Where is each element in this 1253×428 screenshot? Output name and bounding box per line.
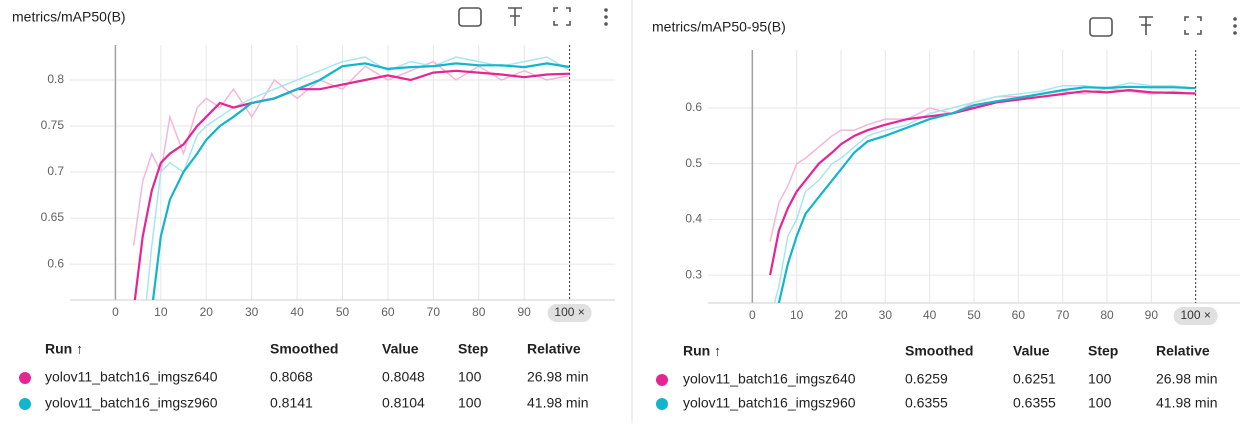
y-tick-label: 0.65 xyxy=(41,210,65,224)
table-cell: 41.98 min xyxy=(1156,395,1217,411)
fit-icon[interactable] xyxy=(1089,17,1113,37)
menu-dot xyxy=(1233,24,1237,28)
series-line xyxy=(151,62,570,300)
table-cell: 100 xyxy=(458,395,482,411)
table-cell: yolov11_batch16_imgsz640 xyxy=(683,371,856,387)
table-cell: 0.6251 xyxy=(1013,371,1056,387)
menu-dot xyxy=(604,22,608,26)
fit-icon[interactable] xyxy=(458,7,482,27)
expand-icon[interactable] xyxy=(1184,16,1202,35)
x-tick-label: 40 xyxy=(290,305,304,319)
y-tick-label: 0.8 xyxy=(47,72,64,86)
series-line xyxy=(145,56,570,300)
x-tick-label: 90 xyxy=(517,305,531,319)
lines xyxy=(132,56,570,300)
menu-icon[interactable] xyxy=(604,8,608,12)
series-line xyxy=(773,82,1196,303)
table-cell: yolov11_batch16_imgsz640 xyxy=(45,369,218,385)
y-tick-label: 0.5 xyxy=(685,156,702,170)
x-tick-label: 0 xyxy=(749,308,756,322)
table-cell: 100 xyxy=(1088,371,1112,387)
series-line xyxy=(769,88,1196,276)
hover-step-label: 100 × xyxy=(554,305,584,319)
series-line xyxy=(777,85,1196,303)
table-header: Value xyxy=(382,341,419,357)
table-cell: yolov11_batch16_imgsz960 xyxy=(683,395,856,411)
table-header: Relative xyxy=(527,341,581,357)
x-tick-label: 80 xyxy=(1100,308,1114,322)
hover-pill xyxy=(1173,307,1218,325)
table-cell: yolov11_batch16_imgsz960 xyxy=(45,395,218,411)
table-header: Value xyxy=(1013,343,1050,359)
x-tick-label: 10 xyxy=(154,305,168,319)
run-color-dot xyxy=(19,398,31,410)
y-tick-label: 0.6 xyxy=(47,256,64,270)
table-cell: 0.8104 xyxy=(382,395,425,411)
x-tick-label: 50 xyxy=(336,305,350,319)
y-tick-label: 0.7 xyxy=(47,164,64,178)
card-toolbar[interactable] xyxy=(458,7,1237,37)
table-header: Smoothed xyxy=(905,343,973,359)
hover-pill xyxy=(547,304,592,322)
run-color-dot xyxy=(19,372,31,384)
pin-icon[interactable] xyxy=(508,7,522,26)
y-tick-label: 0.3 xyxy=(685,267,702,281)
hover-step-label: 100 × xyxy=(1180,308,1210,322)
menu-dot xyxy=(604,15,608,19)
chart-title: metrics/mAP50-95(B) xyxy=(652,19,786,35)
x-tick-label: 40 xyxy=(923,308,937,322)
x-tick-label: 50 xyxy=(967,308,981,322)
table-cell: 26.98 min xyxy=(527,369,588,385)
table-cell: 0.8068 xyxy=(270,369,313,385)
x-tick-label: 20 xyxy=(200,305,214,319)
table-cell: 0.6355 xyxy=(905,395,948,411)
series-line xyxy=(769,87,1196,242)
lines xyxy=(769,82,1196,303)
table-header: Smoothed xyxy=(270,341,338,357)
table-header: Run ↑ xyxy=(45,341,83,357)
y-tick-label: 0.4 xyxy=(685,212,702,226)
chart-title: metrics/mAP50(B) xyxy=(12,9,126,25)
table-cell: 41.98 min xyxy=(527,395,588,411)
table-header: Step xyxy=(1088,343,1118,359)
table-cell: 0.8141 xyxy=(270,395,313,411)
menu-dot xyxy=(1233,31,1237,35)
x-tick-label: 0 xyxy=(112,305,119,319)
table-cell: 0.6259 xyxy=(905,371,948,387)
table-header: Step xyxy=(458,341,488,357)
table-cell: 0.8048 xyxy=(382,369,425,385)
x-tick-label: 10 xyxy=(790,308,804,322)
table-cell: 0.6355 xyxy=(1013,395,1056,411)
run-color-dot xyxy=(656,398,668,410)
run-color-dot xyxy=(656,374,668,386)
x-tick-label: 60 xyxy=(381,305,395,319)
x-tick-label: 30 xyxy=(245,305,259,319)
table-header: Run ↑ xyxy=(683,343,721,359)
x-tick-label: 80 xyxy=(472,305,486,319)
x-tick-label: 20 xyxy=(834,308,848,322)
x-tick-label: 30 xyxy=(879,308,893,322)
x-tick-label: 90 xyxy=(1145,308,1159,322)
x-tick-label: 60 xyxy=(1012,308,1026,322)
y-tick-label: 0.6 xyxy=(685,100,702,114)
table-cell: 26.98 min xyxy=(1156,371,1217,387)
table-cell: 100 xyxy=(458,369,482,385)
menu-icon[interactable] xyxy=(1233,17,1237,21)
x-tick-label: 70 xyxy=(1056,308,1070,322)
table-header: Relative xyxy=(1156,343,1210,359)
x-tick-label: 70 xyxy=(427,305,441,319)
expand-icon[interactable] xyxy=(553,7,571,26)
pin-icon[interactable] xyxy=(1139,16,1153,35)
table-cell: 100 xyxy=(1088,395,1112,411)
y-tick-label: 0.75 xyxy=(41,118,65,132)
